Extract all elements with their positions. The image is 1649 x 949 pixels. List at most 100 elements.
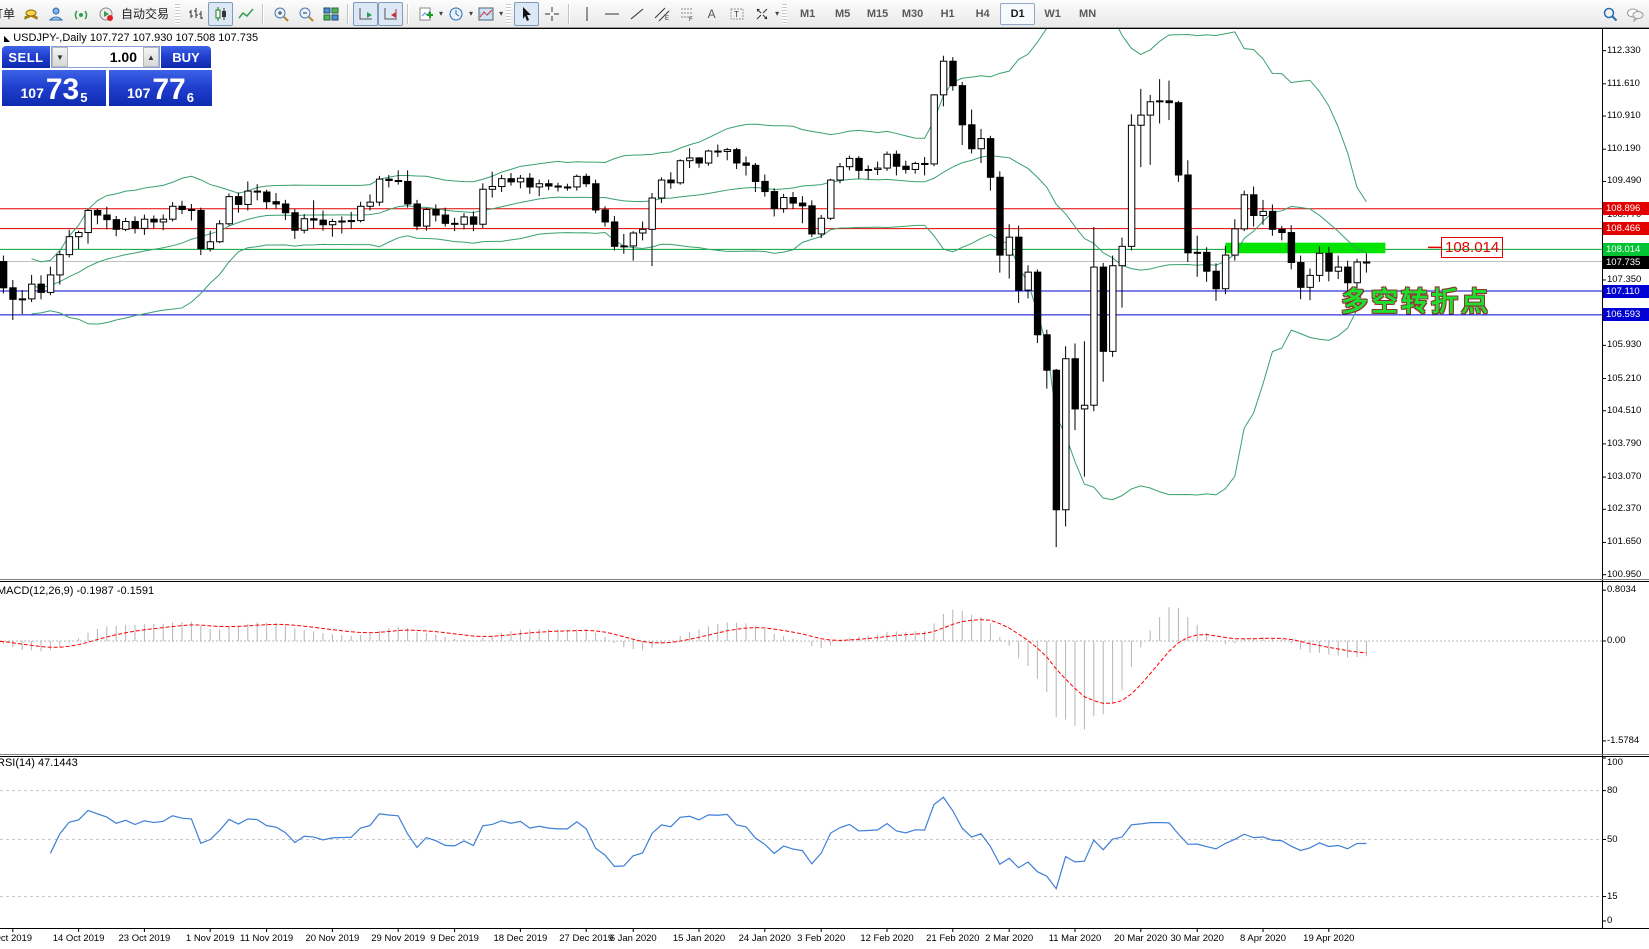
chat-icon[interactable] (1622, 2, 1647, 26)
candle-body (939, 60, 948, 96)
periods-icon[interactable] (443, 2, 468, 26)
sell-price-display[interactable]: 107 73 5 (2, 70, 106, 106)
candle-body (1118, 245, 1126, 267)
arrows-tool-icon[interactable] (749, 2, 774, 26)
candle-body (1165, 100, 1173, 104)
sell-button[interactable]: SELL (2, 46, 50, 68)
crosshair-icon[interactable] (539, 2, 564, 26)
timeframe-button-h1[interactable]: H1 (940, 7, 955, 20)
time-axis-label: 23 Oct 2019 (119, 933, 171, 944)
candle-body (507, 178, 515, 183)
dropdown-caret[interactable]: ▾ (469, 9, 474, 18)
search-icon[interactable] (1597, 2, 1622, 26)
dropdown-caret[interactable]: ▾ (499, 9, 504, 18)
dropdown-caret[interactable]: ▾ (439, 9, 444, 18)
timeframe-button-m5[interactable]: M5 (834, 7, 851, 20)
label-tool-icon[interactable]: T (724, 2, 749, 26)
candle-body (394, 180, 403, 183)
new-chart-icon[interactable] (413, 2, 438, 26)
timeframe-button-m15[interactable]: M15 (866, 7, 889, 20)
cursor-icon[interactable] (514, 1, 540, 26)
signal-icon[interactable] (68, 2, 93, 26)
volume-stepper: ▼ ▲ (51, 46, 160, 68)
timeframe-button-m1[interactable]: M1 (799, 7, 816, 20)
volume-input[interactable] (68, 47, 143, 67)
tile-windows-icon[interactable] (318, 2, 343, 26)
time-axis-label: 27 Dec 2019 (559, 933, 613, 944)
channel-tool-icon[interactable]: E (649, 2, 674, 26)
buy-button[interactable]: BUY (161, 46, 211, 68)
candle-body (178, 205, 186, 211)
chart-symbol-period: USDJPY-,Daily (13, 32, 87, 44)
community-icon[interactable] (43, 2, 68, 26)
candle-body (451, 222, 459, 225)
svg-text:T: T (734, 10, 739, 19)
time-axis-label: 29 Nov 2019 (371, 933, 425, 944)
candle-body (1015, 236, 1023, 291)
candle-body (949, 60, 957, 87)
candle-body (770, 191, 779, 210)
toolbar-drag-handle[interactable] (175, 3, 181, 24)
dropdown-caret[interactable]: ▾ (775, 9, 780, 18)
volume-decrease-button[interactable]: ▼ (52, 47, 68, 67)
time-axis-label: 20 Nov 2019 (305, 933, 359, 944)
chart-shift-icon[interactable] (378, 1, 404, 26)
auto-scroll-icon[interactable] (353, 1, 379, 26)
candle-body (1043, 334, 1051, 371)
line-chart-icon[interactable] (233, 2, 258, 26)
buy-price-display[interactable]: 107 77 6 (109, 70, 212, 106)
candle-body (639, 228, 647, 234)
candle-body (37, 283, 45, 293)
zoom-in-icon[interactable] (268, 2, 293, 26)
timeframe-bar: M1 M5 M15 M30 H1 H4 D1 W1 MN (790, 2, 1105, 25)
vertical-line-tool-icon[interactable] (574, 2, 599, 26)
timeframe-button-d1[interactable]: D1 (1000, 2, 1036, 25)
candle-body (977, 138, 985, 150)
candle-body (742, 162, 750, 166)
candle-body (535, 183, 544, 188)
candle-body (1203, 251, 1211, 272)
candle-body (1362, 261, 1371, 264)
autotrading-icon[interactable] (93, 2, 118, 26)
timeframe-button-h4[interactable]: H4 (975, 7, 990, 20)
candle-body (723, 149, 732, 152)
candle-body (573, 175, 581, 188)
price-tick-label: 111.610 (1607, 77, 1640, 89)
volume-increase-button[interactable]: ▲ (143, 47, 159, 67)
turning-point-annotation[interactable]: 多空转折点 (1341, 287, 1491, 317)
bollinger-lower-band (31, 224, 1367, 501)
templates-icon[interactable] (473, 2, 498, 26)
zoom-out-icon[interactable] (293, 2, 318, 26)
candle-body (0, 261, 8, 289)
price-badge-108.014: 108.014 (1603, 242, 1649, 256)
candle-body (1090, 266, 1098, 406)
new-order-button[interactable]: 订单 (0, 7, 16, 21)
candle-body (789, 197, 797, 204)
toolbar-drag-handle[interactable] (506, 3, 512, 24)
fibonacci-tool-icon[interactable]: F (674, 2, 699, 26)
autotrading-button[interactable]: 自动交易 (121, 7, 170, 21)
candle-body (216, 223, 224, 243)
market-watch-icon[interactable] (18, 2, 43, 26)
candlestick-chart-icon[interactable] (208, 1, 234, 26)
price-tick-label: 101.650 (1607, 536, 1642, 548)
trendline-tool-icon[interactable] (624, 2, 649, 26)
timeframe-button-mn[interactable]: MN (1079, 7, 1097, 20)
toolbar-drag-handle[interactable] (782, 3, 788, 24)
time-axis-label: 21 Feb 2020 (926, 933, 979, 944)
buy-price-sup: 6 (186, 90, 194, 105)
bar-chart-icon[interactable] (183, 2, 208, 26)
candle-body (1174, 102, 1183, 176)
candle-body (648, 197, 656, 230)
toolbar-separator (568, 3, 571, 24)
bollinger-middle-band (31, 155, 1367, 288)
price-callout-label[interactable]: 108.014 (1441, 237, 1504, 259)
text-tool-icon[interactable]: A (707, 6, 716, 21)
timeframe-button-w1[interactable]: W1 (1044, 7, 1061, 20)
candle-body (1353, 261, 1361, 284)
candle-body (197, 209, 205, 250)
timeframe-button-m30[interactable]: M30 (901, 7, 924, 20)
horizontal-line-tool-icon[interactable] (599, 2, 624, 26)
